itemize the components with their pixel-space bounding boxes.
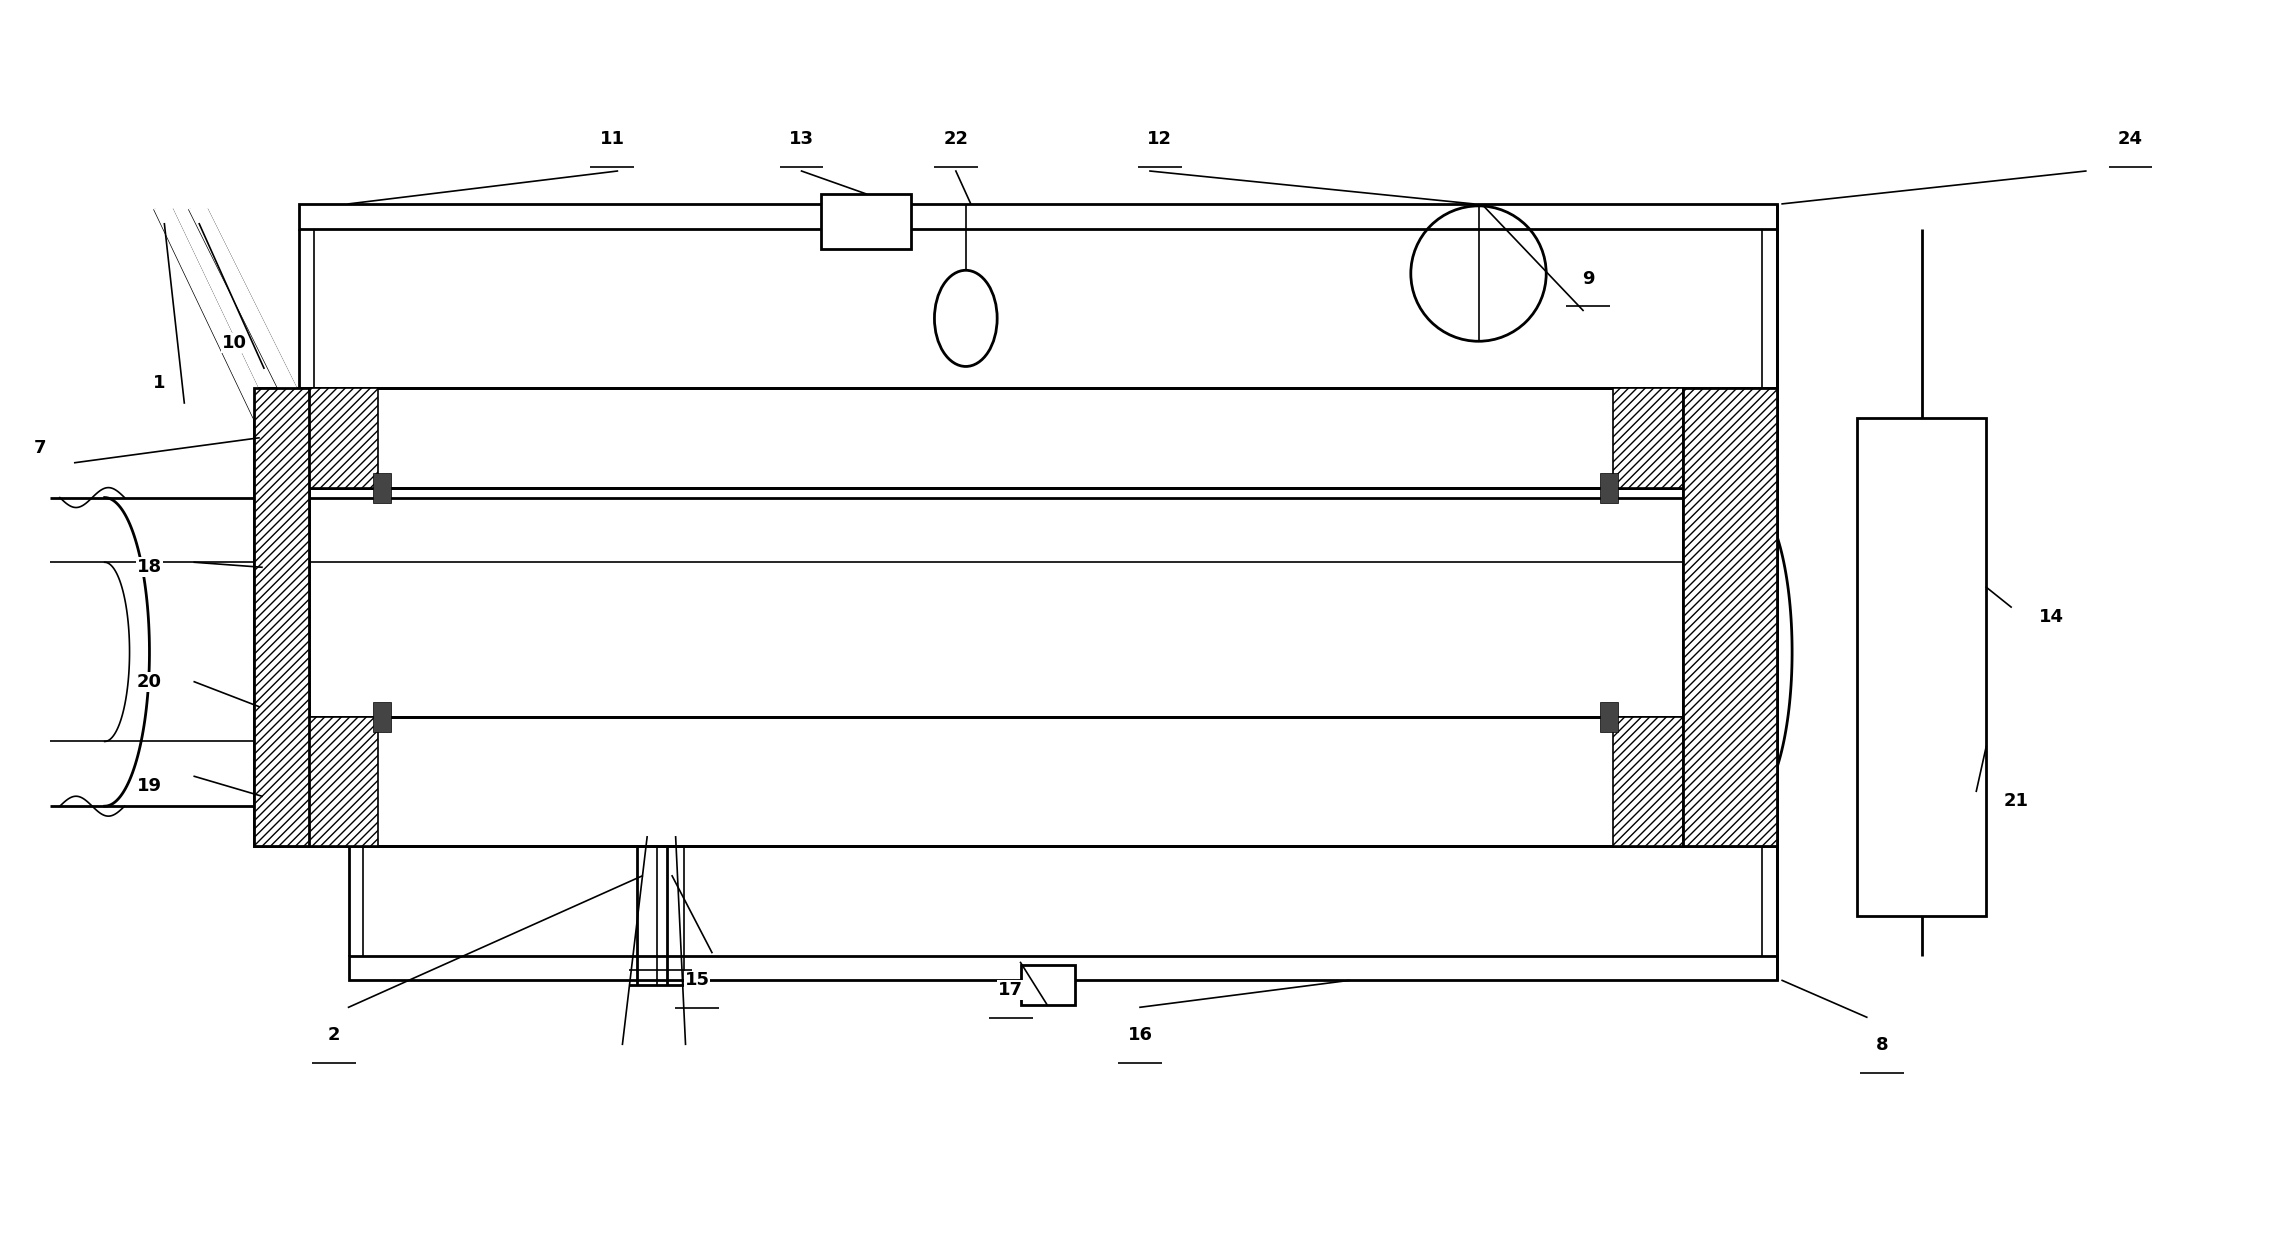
Bar xyxy=(254,388,309,845)
Bar xyxy=(1682,388,1778,845)
Bar xyxy=(1856,418,1986,915)
Bar xyxy=(309,717,1682,845)
Polygon shape xyxy=(190,208,305,403)
Polygon shape xyxy=(153,208,273,418)
Text: 15: 15 xyxy=(685,971,710,989)
Text: 13: 13 xyxy=(788,130,813,148)
Text: 12: 12 xyxy=(1148,130,1173,148)
Text: 16: 16 xyxy=(1127,1026,1152,1044)
Text: 2: 2 xyxy=(328,1026,339,1044)
Bar xyxy=(309,717,378,845)
Text: 21: 21 xyxy=(2005,792,2028,811)
Bar xyxy=(1019,965,1074,1005)
Bar xyxy=(822,195,912,248)
Bar xyxy=(298,203,1778,228)
Bar xyxy=(309,388,1682,488)
Text: 19: 19 xyxy=(137,777,163,796)
Bar xyxy=(1599,702,1617,732)
Ellipse shape xyxy=(935,271,997,367)
Text: 14: 14 xyxy=(2039,609,2064,626)
Bar xyxy=(1613,717,1682,845)
Text: 8: 8 xyxy=(1876,1036,1888,1054)
Text: 9: 9 xyxy=(1581,269,1595,288)
Text: 7: 7 xyxy=(34,439,46,456)
Text: 18: 18 xyxy=(137,559,163,576)
Text: 20: 20 xyxy=(137,672,163,691)
Bar xyxy=(309,717,1682,845)
Bar xyxy=(373,702,392,732)
Bar xyxy=(1613,388,1682,488)
Bar xyxy=(373,473,392,503)
Text: 17: 17 xyxy=(999,981,1024,999)
Bar xyxy=(309,388,378,488)
Text: 11: 11 xyxy=(600,130,625,148)
Bar xyxy=(348,955,1778,980)
Bar xyxy=(254,388,309,845)
Text: 10: 10 xyxy=(222,334,247,352)
Text: 1: 1 xyxy=(153,374,165,392)
Bar xyxy=(1599,473,1617,503)
Text: 22: 22 xyxy=(944,130,969,148)
Bar xyxy=(1682,388,1778,845)
Bar xyxy=(309,388,1682,488)
Text: 24: 24 xyxy=(2119,130,2142,148)
